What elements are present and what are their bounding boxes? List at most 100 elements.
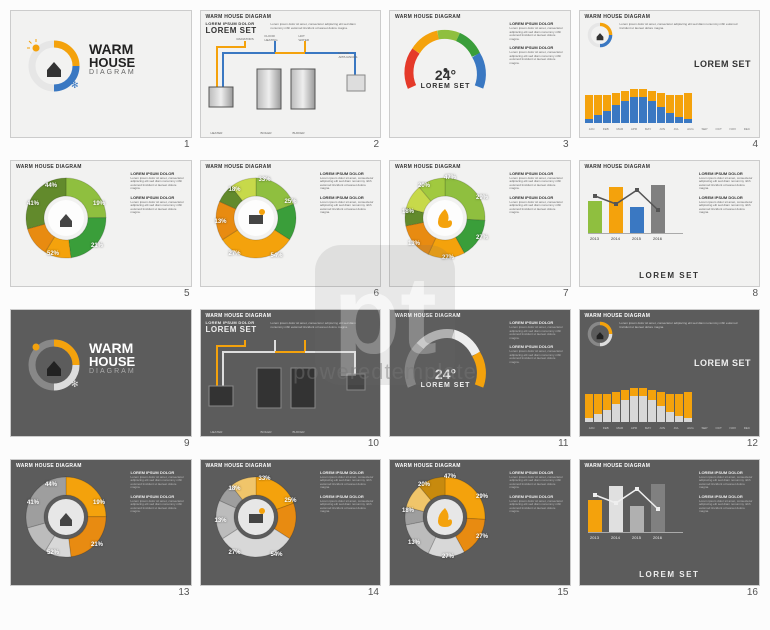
dummy-2: Lorem ipsum dolor sit amet, consectetur …: [510, 51, 566, 65]
pct-label: 25%: [285, 498, 297, 504]
slide-number: 14: [200, 586, 382, 600]
dummy-2: Lorem ipsum dolor sit amet, consectetur …: [131, 201, 187, 215]
gauge: 24° LOREM SET: [398, 324, 493, 404]
lbl-boiler: BOILER: [261, 131, 272, 135]
pct-label: 20%: [418, 482, 430, 488]
lorem-label-2: LOREM IPSUM DOLOR: [320, 195, 376, 200]
right-text: LOREM IPSUM DOLOR Lorem ipsum dolor sit …: [131, 171, 187, 215]
bar: [612, 93, 620, 123]
slide-canvas: WARM HOUSE DIAGRAM 33%25%54%27%13%18% LO…: [200, 459, 382, 587]
lorem-label: LOREM IPSUM DOLOR: [320, 171, 376, 176]
bar: [666, 394, 674, 422]
dummy: Lorem ipsum dolor sit amet, consectetur …: [699, 476, 755, 490]
pct-label: 41%: [27, 201, 39, 207]
bars-4: [588, 179, 683, 234]
lorem-label: LOREM IPSUM DOLOR: [131, 470, 187, 475]
slide-number: 3: [389, 138, 571, 152]
logo-ring: ✻: [25, 37, 83, 95]
pct-label: 18%: [229, 486, 241, 492]
bars-12: [585, 367, 755, 422]
lorem-set: LOREM SET: [580, 271, 760, 280]
slide-2: WARM HOUSE DIAGRAM LOREM IPSUM DOLOR LOR…: [200, 10, 382, 152]
pct-label: 29%: [476, 494, 488, 500]
lbl-heater: HEATER: [211, 430, 223, 434]
slide-canvas: WARM HOUSE DIAGRAM Lorem ipsum dolor sit…: [579, 309, 761, 437]
slide-header: WARM HOUSE DIAGRAM: [206, 14, 272, 20]
slide-header: WARM HOUSE DIAGRAM: [585, 313, 651, 319]
pct-label: 19%: [93, 500, 105, 506]
slide-11: WARM HOUSE DIAGRAM 24° LOREM SET LOREM I…: [389, 309, 571, 451]
right-text: LOREM IPSUM DOLOR Lorem ipsum dolor sit …: [699, 171, 755, 215]
slide-16: WARM HOUSE DIAGRAM 2013201420152016 LORE…: [579, 459, 761, 601]
slide-canvas: ✻ WARM HOUSE DIAGRAM: [10, 10, 192, 138]
slide-6: WARM HOUSE DIAGRAM 33%25%54%27%13%18% LO…: [200, 160, 382, 302]
slide-canvas: ✻ WARM HOUSE DIAGRAM: [10, 309, 192, 437]
pct-label: 18%: [402, 508, 414, 514]
pct-label: 54%: [271, 253, 283, 259]
dummy: Lorem ipsum dolor sit amet, consectetur …: [620, 322, 748, 329]
slide-canvas: WARM HOUSE DIAGRAM LOREM IPSUM DOLOR LOR…: [200, 309, 382, 437]
slide-9: ✻ WARM HOUSE DIAGRAM 9: [10, 309, 192, 451]
slide-canvas: WARM HOUSE DIAGRAM 2013201420152016 LORE…: [579, 459, 761, 587]
dummy-2: Lorem ipsum dolor sit amet, consectetur …: [320, 500, 376, 514]
slide-canvas: WARM HOUSE DIAGRAM 47%29%27%27%13%18%20%…: [389, 160, 571, 288]
pct-label: 21%: [91, 542, 103, 548]
pct-label: 13%: [408, 241, 420, 247]
bar: [639, 388, 647, 422]
pct-label: 27%: [476, 235, 488, 241]
title-line2: HOUSE: [89, 55, 135, 70]
lorem-label: LOREM IPSUM DOLOR: [510, 171, 566, 176]
slide-number: 9: [10, 437, 192, 451]
dummy: Lorem ipsum dolor sit amet, consectetur …: [271, 23, 366, 30]
bar: [603, 95, 611, 123]
right-text: LOREM IPSUM DOLOR Lorem ipsum dolor sit …: [320, 171, 376, 215]
dummy: Lorem ipsum dolor sit amet, consectetur …: [620, 23, 748, 30]
lorem-label-2: LOREM IPSUM DOLOR: [131, 195, 187, 200]
svg-text:✻: ✻: [71, 80, 79, 90]
dummy: Lorem ipsum dolor sit amet, consectetur …: [510, 27, 566, 41]
dummy-2: Lorem ipsum dolor sit amet, consectetur …: [699, 201, 755, 215]
donut-7: 47%29%27%27%13%18%20%: [400, 472, 490, 562]
lorem-label: LOREM IPSUM DOLOR: [320, 470, 376, 475]
donut-5: 44%41%19%21%52%: [21, 173, 111, 263]
pct-label: 27%: [442, 255, 454, 261]
bar: [621, 91, 629, 123]
lorem-label: LOREM IPSUM DOLOR: [699, 171, 755, 176]
slide-header: WARM HOUSE DIAGRAM: [395, 164, 461, 170]
gauge-lorem: LOREM SET: [398, 382, 493, 389]
dummy: Lorem ipsum dolor sit amet, consectetur …: [271, 322, 366, 329]
pct-label: 18%: [402, 209, 414, 215]
mini-logo: [586, 320, 614, 348]
donut-5: 44%41%19%21%52%: [21, 472, 111, 562]
dummy-2: Lorem ipsum dolor sit amet, consectetur …: [510, 201, 566, 215]
logo-ring: ✻: [25, 336, 83, 394]
slide-header: WARM HOUSE DIAGRAM: [585, 463, 651, 469]
slide-3: WARM HOUSE DIAGRAM 24° LOREM SET LOREM I…: [389, 10, 571, 152]
slide-10: WARM HOUSE DIAGRAM LOREM IPSUM DOLOR LOR…: [200, 309, 382, 451]
lorem-label: LOREM IPSUM DOLOR: [510, 470, 566, 475]
slide-number: 7: [389, 287, 571, 301]
slide-number: 6: [200, 287, 382, 301]
lorem-set: LOREM SET: [694, 358, 751, 368]
slide-number: 15: [389, 586, 571, 600]
pct-label: 29%: [476, 195, 488, 201]
lorem-label-2: LOREM IPSUM DOLOR: [320, 494, 376, 499]
slide-header: WARM HOUSE DIAGRAM: [585, 14, 651, 20]
dummy-2: Lorem ipsum dolor sit amet, consectetur …: [699, 500, 755, 514]
pct-label: 44%: [45, 183, 57, 189]
pct-label: 18%: [229, 187, 241, 193]
bar: [585, 394, 593, 422]
slide-number: 11: [389, 437, 571, 451]
dummy: Lorem ipsum dolor sit amet, consectetur …: [320, 177, 376, 191]
lbl-buffer: BUFFER: [293, 131, 305, 135]
slide-1: ✻ WARM HOUSE DIAGRAM 1: [10, 10, 192, 152]
slide-canvas: WARM HOUSE DIAGRAM 47%29%27%27%13%18%20%…: [389, 459, 571, 587]
bar: [630, 89, 638, 123]
right-text: LOREM IPSUM DOLOR Lorem ipsum dolor sit …: [510, 470, 566, 514]
right-text: LOREM IPSUM DOLOR Lorem ipsum dolor sit …: [510, 320, 566, 364]
bar: [630, 207, 644, 233]
slide-header: WARM HOUSE DIAGRAM: [206, 463, 272, 469]
bar: [609, 486, 623, 532]
bar: [651, 185, 665, 233]
bar: [639, 89, 647, 123]
